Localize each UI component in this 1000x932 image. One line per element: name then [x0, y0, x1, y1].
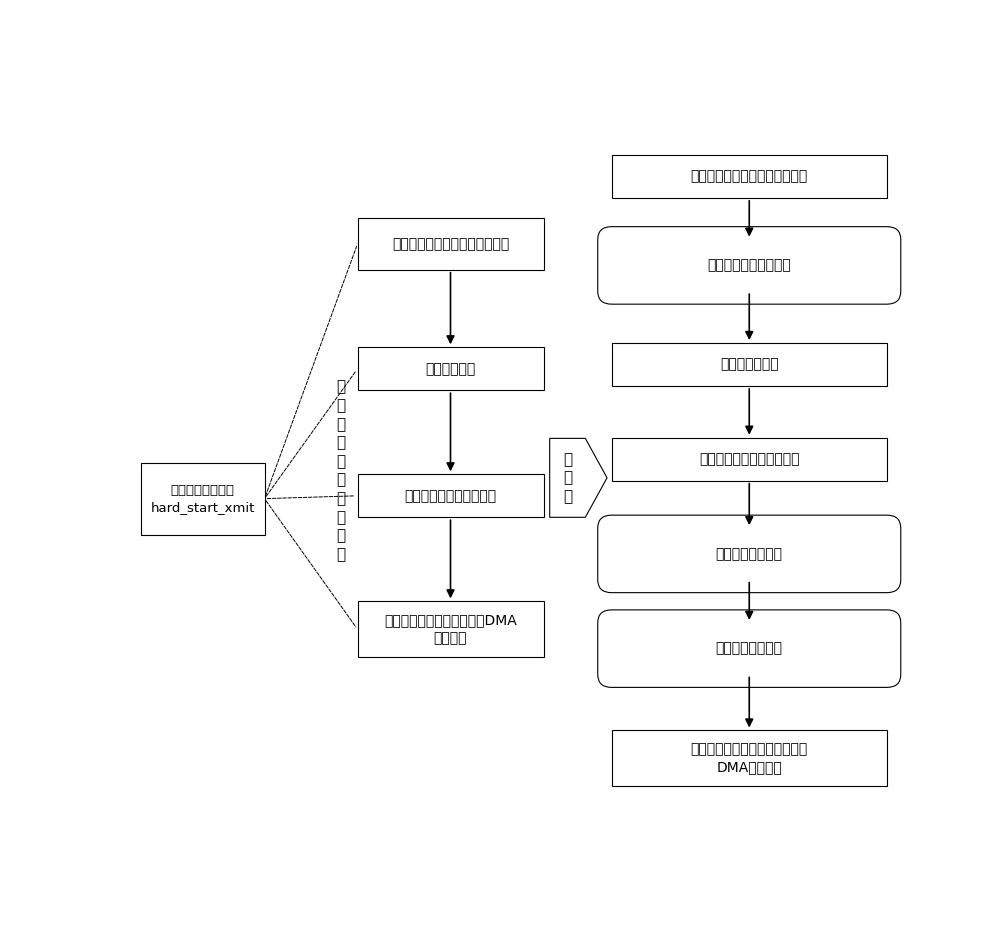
Text: 检查光发送适配器状态是否正常: 检查光发送适配器状态是否正常: [392, 237, 509, 251]
FancyBboxPatch shape: [612, 343, 887, 386]
FancyBboxPatch shape: [612, 155, 887, 198]
Text: 检查数据块校验和是否正确: 检查数据块校验和是否正确: [699, 452, 800, 466]
FancyBboxPatch shape: [140, 463, 264, 535]
Text: 对发送报文进行串行化: 对发送报文进行串行化: [707, 258, 791, 272]
Text: 检查报文长度: 检查报文长度: [425, 362, 476, 376]
Text: 将报文加入光发送适配器的DMA
发送队列: 将报文加入光发送适配器的DMA 发送队列: [384, 613, 517, 646]
Text: 将数据子块加入光发送适配器的
DMA发送队列: 将数据子块加入光发送适配器的 DMA发送队列: [691, 742, 808, 774]
FancyBboxPatch shape: [358, 218, 544, 269]
FancyBboxPatch shape: [358, 348, 544, 391]
Text: 修
改
后: 修 改 后: [564, 452, 573, 504]
Text: 报文发送接口程序
hard_start_xmit: 报文发送接口程序 hard_start_xmit: [150, 485, 255, 514]
FancyBboxPatch shape: [598, 610, 901, 688]
FancyBboxPatch shape: [598, 226, 901, 304]
Text: 轮询发送数据子块: 轮询发送数据子块: [716, 641, 783, 655]
Text: 检查报文校验和是否正确: 检查报文校验和是否正确: [404, 488, 497, 502]
FancyBboxPatch shape: [612, 438, 887, 481]
Text: 检查光发送适配器状态是否正常: 检查光发送适配器状态是否正常: [691, 170, 808, 184]
FancyBboxPatch shape: [358, 601, 544, 657]
Polygon shape: [550, 438, 607, 517]
Text: 修
改
前
的
报
文
发
送
过
程: 修 改 前 的 报 文 发 送 过 程: [336, 379, 345, 562]
FancyBboxPatch shape: [612, 731, 887, 787]
FancyBboxPatch shape: [358, 474, 544, 517]
Text: 对数据块进行分割: 对数据块进行分割: [716, 547, 783, 561]
Text: 检查数据块长度: 检查数据块长度: [720, 358, 779, 372]
FancyBboxPatch shape: [598, 515, 901, 593]
